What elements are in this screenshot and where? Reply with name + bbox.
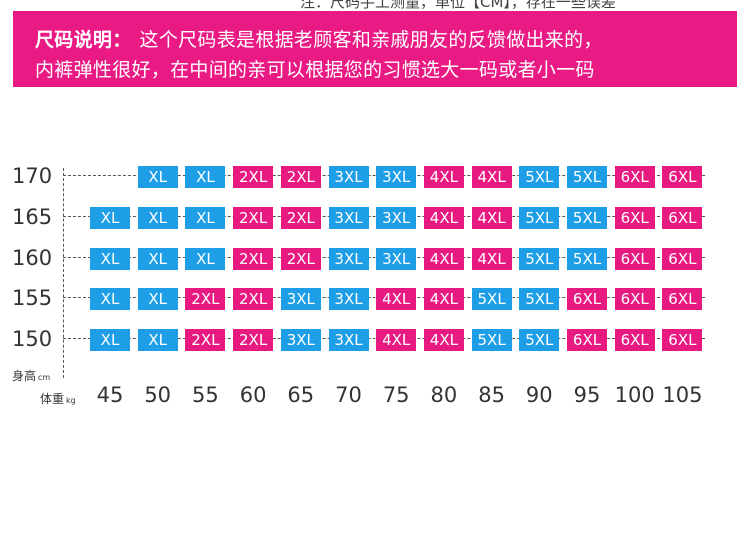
weight-tick-label: 105 <box>662 383 703 407</box>
weight-tick-label: 80 <box>430 383 458 407</box>
size-cell: 6XL <box>662 206 703 229</box>
banner-line-2: 内裤弹性很好，在中间的亲可以根据您的习惯选大一码或者小一码 <box>35 59 595 81</box>
size-cell: 5XL <box>567 206 607 229</box>
size-cell: 6XL <box>662 288 703 311</box>
height-tick-label: 160 <box>12 245 53 270</box>
size-cell: 5XL <box>471 288 512 311</box>
size-cell: 4XL <box>423 329 464 352</box>
size-cell: 5XL <box>471 329 512 352</box>
size-cell: 4XL <box>423 247 464 270</box>
weight-tick-label: 60 <box>239 383 267 407</box>
size-cell: XL <box>90 329 130 352</box>
size-cell: 2XL <box>280 206 321 229</box>
size-cell: 3XL <box>328 329 369 352</box>
weight-tick-label: 50 <box>144 383 172 407</box>
size-cell: 5XL <box>519 329 560 352</box>
size-cell: XL <box>90 206 130 229</box>
weight-tick-label: 65 <box>287 383 315 407</box>
weight-tick-label: 100 <box>614 383 655 407</box>
size-cell: 4XL <box>471 247 512 270</box>
size-cell: 6XL <box>567 329 607 352</box>
height-axis-label: 身高 cm <box>12 369 51 383</box>
size-cell: 3XL <box>280 288 321 311</box>
size-cell: 4XL <box>376 329 417 352</box>
size-note-banner: 尺码说明： 这个尺码表是根据老顾客和亲戚朋友的反馈做出来的， 内裤弹性很好，在中间… <box>13 11 737 87</box>
size-cell: 4XL <box>471 166 512 188</box>
size-cell: 4XL <box>423 288 464 311</box>
size-cell: 3XL <box>376 247 417 270</box>
size-cell: XL <box>137 329 178 352</box>
height-tick-label: 150 <box>12 327 53 352</box>
weight-tick-label: 70 <box>335 383 362 407</box>
size-cell: 4XL <box>423 166 464 188</box>
size-cell: XL <box>137 206 178 229</box>
banner-label: 尺码说明： <box>35 29 132 51</box>
size-cell: 6XL <box>614 247 655 270</box>
size-cell: 6XL <box>614 206 655 229</box>
weight-tick-label: 55 <box>192 383 219 407</box>
weight-tick-label: 95 <box>573 383 601 407</box>
size-cell: 5XL <box>567 166 607 188</box>
height-axis-line <box>63 168 64 378</box>
height-tick-label: 165 <box>12 204 53 229</box>
size-cell: 6XL <box>662 247 703 270</box>
size-cell: XL <box>137 166 178 188</box>
banner-text-1: 这个尺码表是根据老顾客和亲戚朋友的反馈做出来的， <box>139 29 603 51</box>
size-cell: 4XL <box>423 206 464 229</box>
size-cell: 2XL <box>280 247 321 270</box>
banner-line-1: 尺码说明： 这个尺码表是根据老顾客和亲戚朋友的反馈做出来的， <box>35 25 603 52</box>
size-cell: 5XL <box>519 247 560 270</box>
weight-tick-label: 90 <box>525 383 553 407</box>
size-cell: XL <box>185 247 226 270</box>
top-note: 注：尺码手工测量，单位【CM】，存在一些误差 <box>300 0 616 9</box>
size-cell: 6XL <box>614 288 655 311</box>
size-cell: 5XL <box>567 247 607 270</box>
size-cell: 6XL <box>662 329 703 352</box>
height-tick-label: 170 <box>12 164 53 188</box>
size-cell: 2XL <box>280 166 321 188</box>
size-cell: 4XL <box>471 206 512 229</box>
size-cell: 2XL <box>233 329 274 352</box>
size-cell: 6XL <box>614 166 655 188</box>
size-cell: XL <box>137 288 178 311</box>
size-cell: 3XL <box>328 206 369 229</box>
size-cell: 6XL <box>614 329 655 352</box>
size-cell: XL <box>90 247 130 270</box>
size-cell: XL <box>90 288 130 311</box>
size-cell: 2XL <box>233 166 274 188</box>
size-cell: 2XL <box>185 288 226 311</box>
weight-tick-label: 75 <box>382 383 410 407</box>
weight-tick-label: 85 <box>478 383 505 407</box>
size-cell: 3XL <box>376 166 417 188</box>
size-cell: 4XL <box>376 288 417 311</box>
size-cell: 3XL <box>328 247 369 270</box>
size-cell: 3XL <box>280 329 321 352</box>
size-cell: 2XL <box>185 329 226 352</box>
size-cell: XL <box>185 206 226 229</box>
size-cell: 2XL <box>233 288 274 311</box>
size-cell: 2XL <box>233 247 274 270</box>
size-cell: 2XL <box>233 206 274 229</box>
size-cell: XL <box>137 247 178 270</box>
size-cell: 3XL <box>328 288 369 311</box>
size-cell: 5XL <box>519 166 560 188</box>
weight-axis-label: 体重 kg <box>40 392 76 406</box>
size-cell: 6XL <box>567 288 607 311</box>
size-cell: XL <box>185 166 226 188</box>
size-cell: 6XL <box>662 166 703 188</box>
size-cell: 5XL <box>519 288 560 311</box>
size-cell: 3XL <box>376 206 417 229</box>
size-cell: 5XL <box>519 206 560 229</box>
size-cell: 3XL <box>328 166 369 188</box>
height-tick-label: 155 <box>12 286 53 311</box>
weight-tick-label: 45 <box>96 383 124 407</box>
